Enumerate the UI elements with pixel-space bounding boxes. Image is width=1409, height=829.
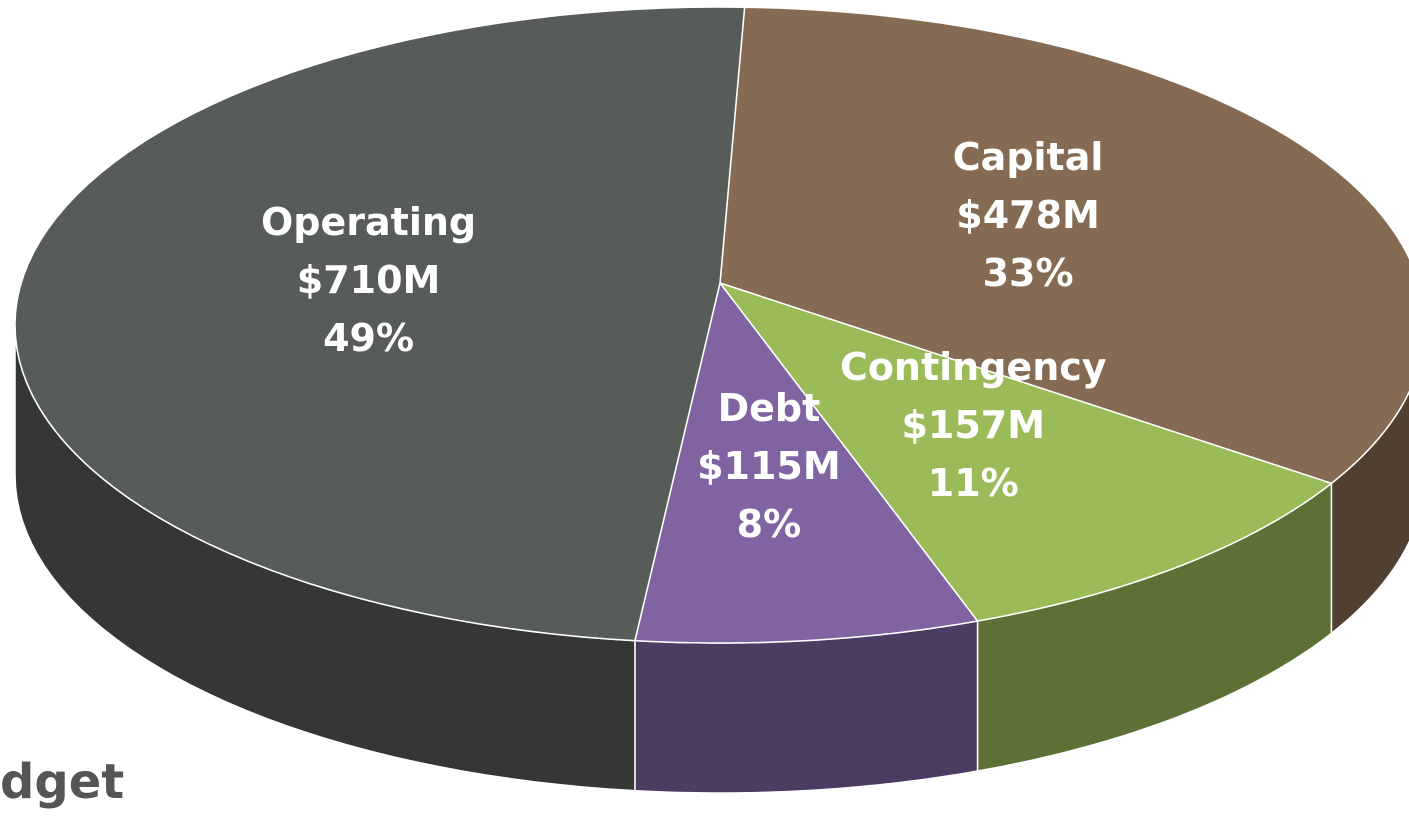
slice <box>14 6 746 642</box>
chart-title: dget <box>0 754 124 810</box>
slice-side <box>634 620 979 794</box>
percent-label: 33% <box>983 251 1074 295</box>
value-label: $115M <box>697 444 841 488</box>
percent-label: 11% <box>928 461 1019 505</box>
category-label: Capital <box>953 135 1104 179</box>
slice <box>717 281 1333 622</box>
slice <box>633 281 979 644</box>
category-label: Contingency <box>840 345 1107 389</box>
category-label: Debt <box>718 386 821 430</box>
value-label: $478M <box>956 193 1100 237</box>
slice <box>719 6 1409 485</box>
value-label: $710M <box>297 258 441 302</box>
value-label: $157M <box>901 403 1045 447</box>
category-label: Operating <box>261 200 476 244</box>
percent-label: 49% <box>323 316 414 360</box>
percent-label: 8% <box>737 502 802 546</box>
